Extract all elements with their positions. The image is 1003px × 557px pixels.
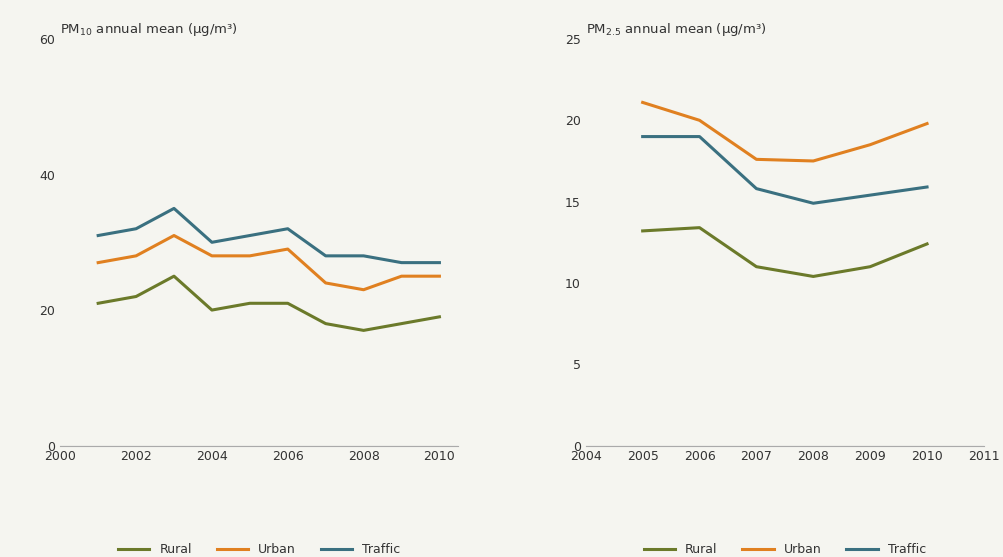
Legend: Rural, Urban, Traffic: Rural, Urban, Traffic (113, 538, 405, 557)
Text: PM$_{10}$ annual mean (μg/m³): PM$_{10}$ annual mean (μg/m³) (60, 21, 238, 38)
Text: PM$_{2.5}$ annual mean (μg/m³): PM$_{2.5}$ annual mean (μg/m³) (585, 21, 765, 38)
Legend: Rural, Urban, Traffic: Rural, Urban, Traffic (638, 538, 930, 557)
